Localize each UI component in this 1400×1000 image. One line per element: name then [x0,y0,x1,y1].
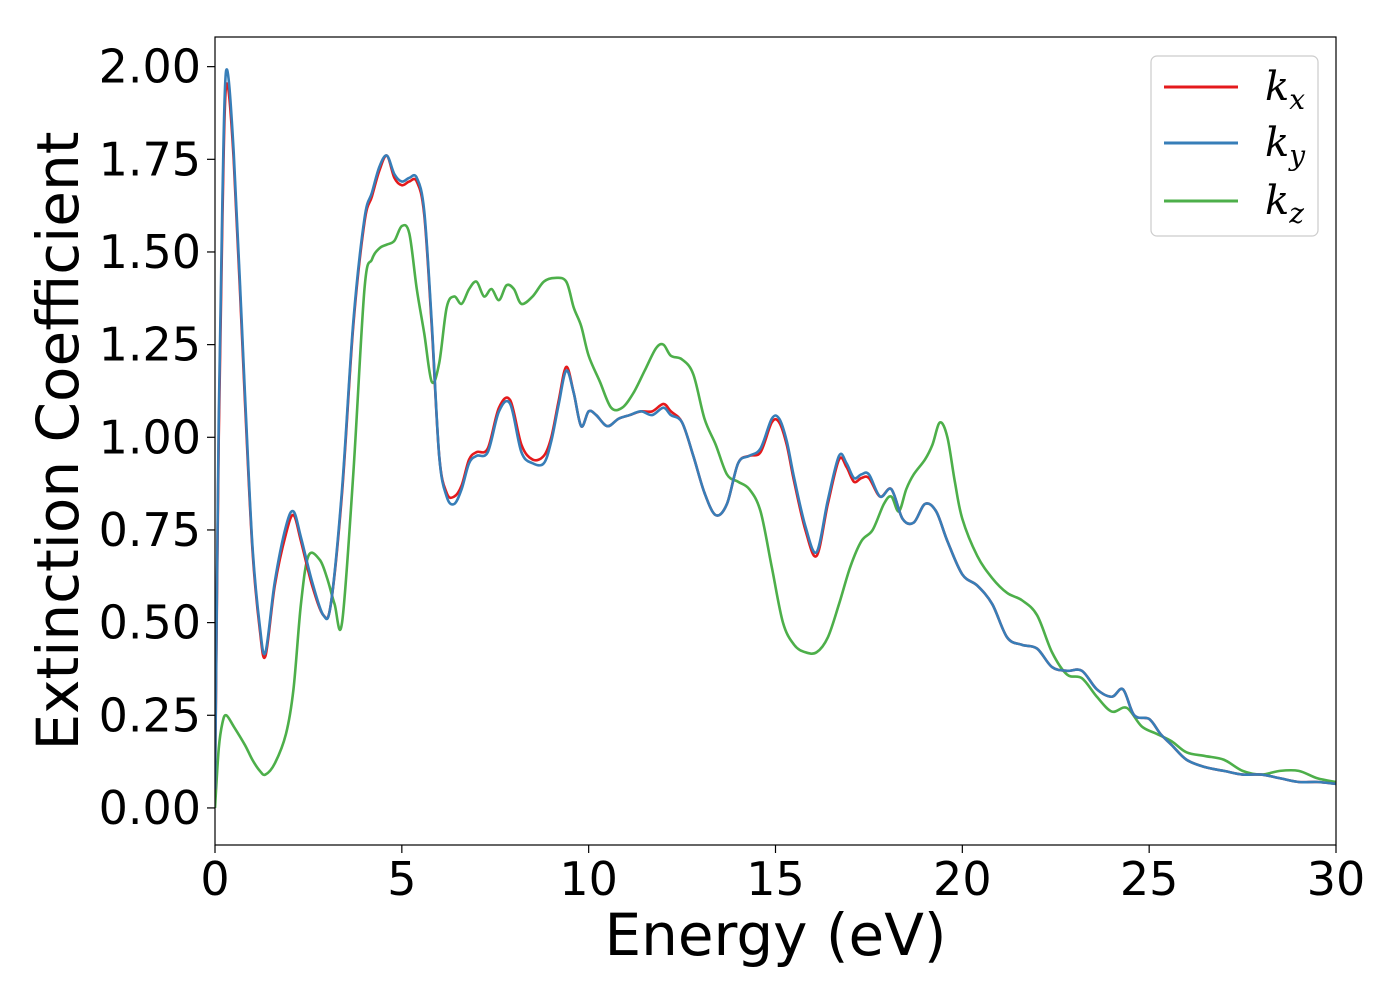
y-tick-label: 1.50 [99,225,201,279]
x-axis: 0 5 10 15 20 25 30 [200,845,1365,906]
legend-label-ky: ky [1265,120,1306,172]
y-tick-label: 1.00 [99,410,201,464]
y-axis: 0.00 0.25 0.50 0.75 1.00 1.25 1.50 1.75 2.00 [99,40,215,835]
x-tick-label: 15 [746,852,805,906]
x-tick-label: 5 [387,852,416,906]
y-tick-label: 0.00 [99,781,201,835]
series-layer [215,68,1336,809]
y-tick-label: 2.00 [99,40,201,94]
series-line-kz [215,223,1336,809]
x-tick-label: 30 [1307,852,1366,906]
y-axis-label: Extinction Coefficient [24,132,92,751]
legend-label-kz: kz [1265,178,1304,230]
x-tick-label: 20 [933,852,992,906]
series-line-ky [215,68,1336,790]
y-tick-label: 0.75 [99,503,201,557]
legend-label-kx: kx [1265,64,1305,116]
x-tick-label: 25 [1120,852,1179,906]
y-tick-label: 0.50 [99,596,201,650]
x-tick-label: 10 [559,852,618,906]
y-tick-label: 0.25 [99,688,201,742]
x-tick-label: 0 [200,852,229,906]
y-tick-label: 1.25 [99,318,201,372]
x-axis-label: Energy (eV) [604,901,946,969]
y-tick-label: 1.75 [99,132,201,186]
legend-box [1150,55,1319,237]
